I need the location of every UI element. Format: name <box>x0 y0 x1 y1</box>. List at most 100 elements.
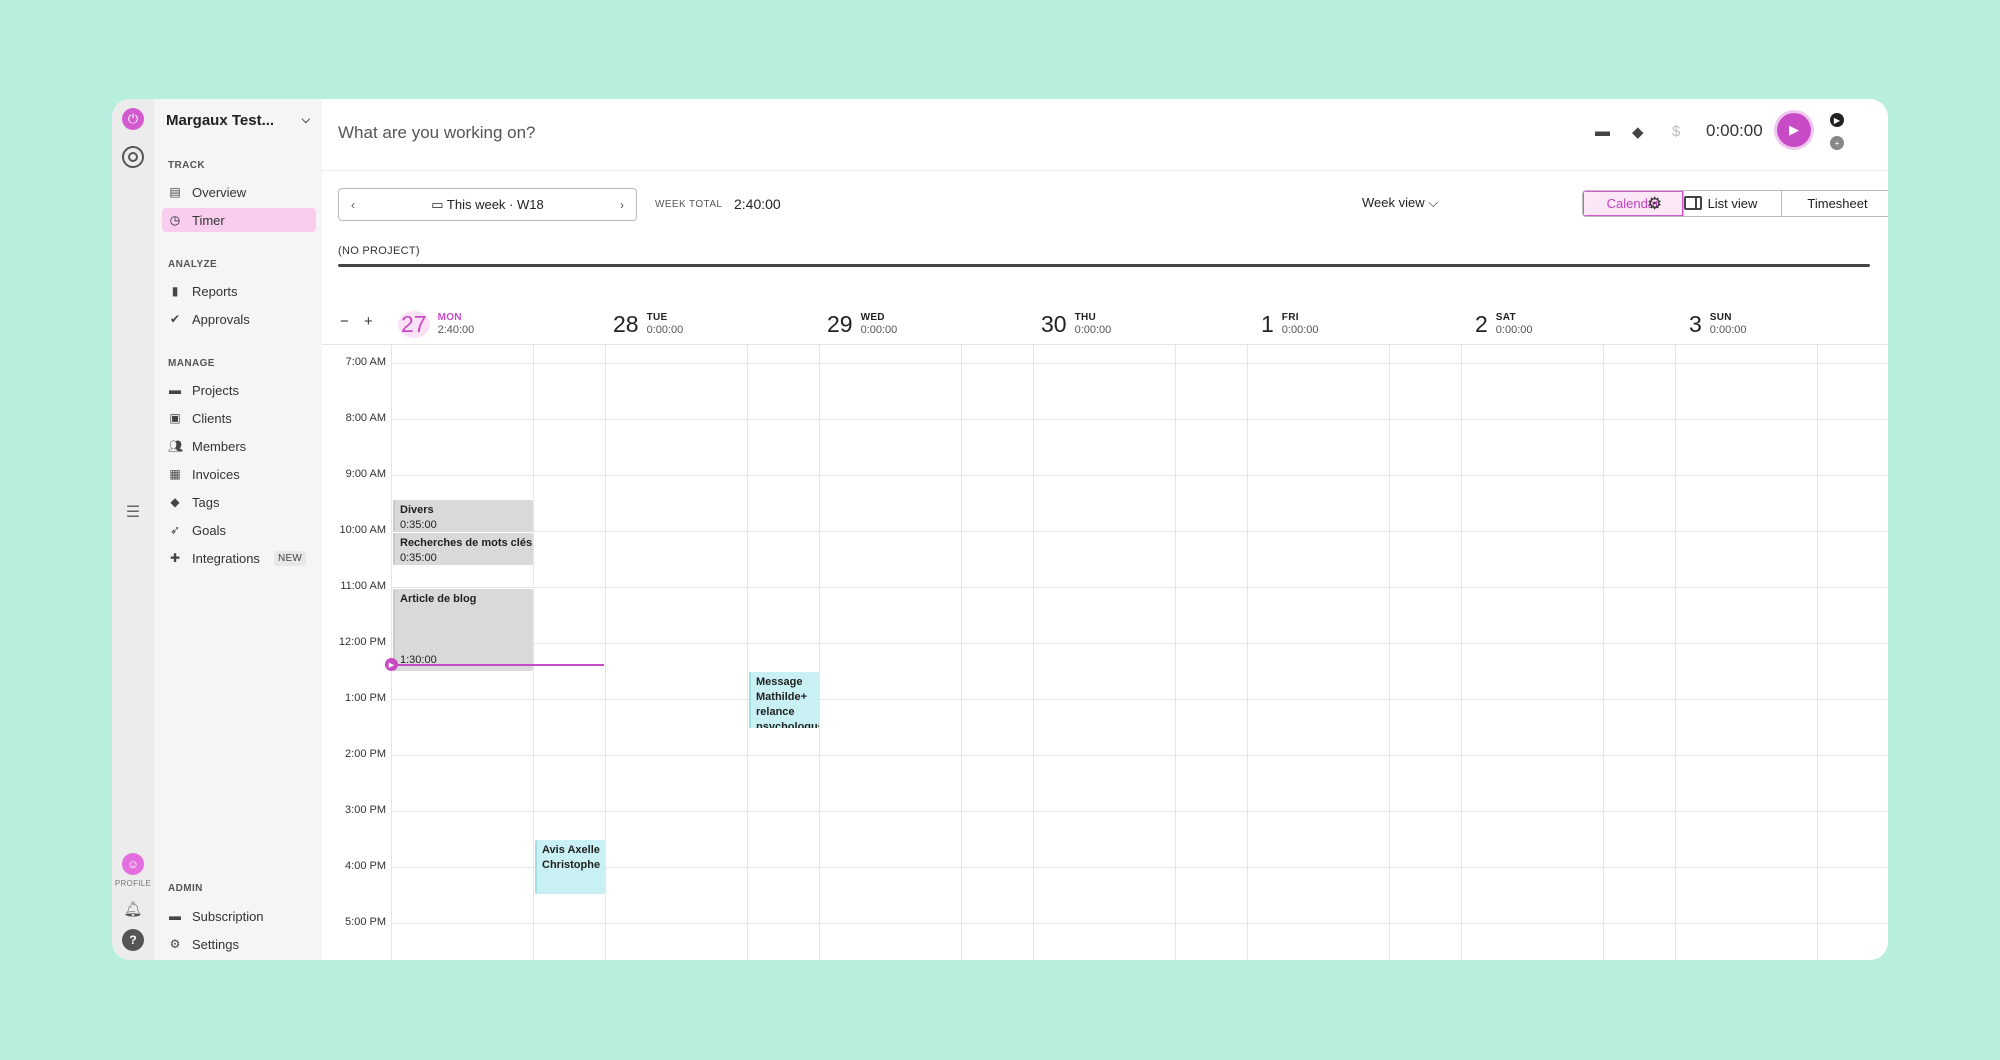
sidebar-item-clients[interactable]: ▣ Clients <box>162 406 316 430</box>
rocket-icon: ➶ <box>169 523 181 537</box>
sidebar-item-label: Timer <box>192 212 225 228</box>
day-total: 2:40:00 <box>437 324 475 336</box>
sidebar-item-subscription[interactable]: ▬ Subscription <box>162 904 316 928</box>
sidebar-item-tags[interactable]: ◆ Tags <box>162 490 316 514</box>
sidebar-item-approvals[interactable]: ✔ Approvals <box>162 307 316 331</box>
workspace-switcher[interactable]: Margaux Test... ⌵ <box>166 109 316 131</box>
current-time-line <box>391 664 604 666</box>
folder-icon[interactable]: ▬ <box>1595 123 1610 140</box>
hour-label: 11:00 AM <box>340 580 386 592</box>
sidebar-item-integrations[interactable]: ✚ Integrations NEW <box>162 546 316 570</box>
sidebar-item-label: Projects <box>192 382 239 398</box>
sidebar-item-label: Settings <box>192 936 239 952</box>
day-header[interactable]: 1 FRI 0:00:00 <box>1261 309 1319 339</box>
time-entry[interactable]: Message Mathilde+ relance psychologue <box>749 672 819 728</box>
time-entry[interactable]: Avis Axelle Christophe <box>535 840 605 894</box>
entry-duration: 0:35:00 <box>400 552 437 564</box>
entry-title: Article de blog <box>400 593 477 605</box>
invoice-icon: ▦ <box>169 467 181 481</box>
tab-timesheet[interactable]: Timesheet <box>1781 191 1888 216</box>
day-total: 0:00:00 <box>1709 324 1747 336</box>
app-window: ⏻ ☰ ☺ PROFILE 🔔︎ ? Margaux Test... ⌵ TRA… <box>112 99 1888 960</box>
puzzle-icon: ✚ <box>169 551 181 565</box>
chevron-right-icon[interactable]: › <box>620 197 624 212</box>
week-total-label: WEEK TOTAL <box>655 199 723 210</box>
calendar-icon: ▭ <box>431 196 444 212</box>
sidebar-item-projects[interactable]: ▬ Projects <box>162 378 316 402</box>
new-badge: NEW <box>273 550 307 566</box>
overview-icon: ▤ <box>169 185 181 199</box>
entry-title: Message Mathilde+ relance psychologue <box>756 676 819 728</box>
hour-label: 1:00 PM <box>345 692 386 704</box>
avatar[interactable]: ☺ <box>122 853 144 875</box>
folder-icon: ▬ <box>169 383 181 397</box>
sidebar-item-goals[interactable]: ➶ Goals <box>162 518 316 542</box>
add-manual-icon[interactable]: + <box>1830 136 1844 150</box>
power-icon[interactable]: ⏻ <box>122 108 144 130</box>
hour-label: 3:00 PM <box>345 804 386 816</box>
entry-title: Divers <box>400 504 434 516</box>
sidebar-item-label: Tags <box>192 494 220 510</box>
day-name: TUE <box>646 312 668 323</box>
bell-icon[interactable]: 🔔︎ <box>123 901 143 918</box>
time-entry[interactable]: Divers 0:35:00 <box>393 500 533 532</box>
week-selector[interactable]: ‹ ▭ This week · W18 › <box>338 188 637 221</box>
hour-label: 4:00 PM <box>345 860 386 872</box>
time-entry[interactable]: Article de blog 1:30:00 <box>393 589 533 671</box>
tab-list-view[interactable]: List view <box>1683 191 1781 216</box>
day-number: 2 <box>1475 310 1488 337</box>
gear-icon: ⚙ <box>169 937 181 951</box>
current-time-play-icon[interactable]: ▶ <box>385 658 398 671</box>
sidebar-item-timer[interactable]: ◷ Timer <box>162 208 316 232</box>
day-header[interactable]: 2 SAT 0:00:00 <box>1475 309 1533 339</box>
help-icon[interactable]: ? <box>122 929 144 951</box>
day-header[interactable]: 3 SUN 0:00:00 <box>1689 309 1747 339</box>
day-header[interactable]: 28 TUE 0:00:00 <box>613 309 683 339</box>
client-icon: ▣ <box>169 411 181 425</box>
day-number: 1 <box>1261 310 1274 337</box>
day-header[interactable]: 27 MON 2:40:00 <box>398 309 474 339</box>
sidebar-item-label: Integrations <box>192 550 260 566</box>
tab-calendar[interactable]: Calendar <box>1583 191 1683 216</box>
hour-label: 7:00 AM <box>345 356 386 368</box>
sidebar-item-overview[interactable]: ▤ Overview <box>162 180 316 204</box>
zoom-out-button[interactable]: − <box>340 313 349 330</box>
day-number: 28 <box>613 310 639 337</box>
sidebar-item-members[interactable]: 👥︎ Members <box>162 434 316 458</box>
sidebar-item-label: Invoices <box>192 466 240 482</box>
zoom-in-button[interactable]: + <box>364 313 373 330</box>
card-icon: ▬ <box>169 909 181 923</box>
sidebar-item-settings[interactable]: ⚙ Settings <box>162 932 316 956</box>
target-icon[interactable] <box>122 146 144 168</box>
project-bar <box>338 264 1870 267</box>
sidebar-item-label: Members <box>192 438 247 454</box>
main-area: ▬ ◆ $ 0:00:00 ▶ ▶ + ‹ ▭ This week · W18 … <box>322 99 1888 960</box>
tag-icon[interactable]: ◆ <box>1632 124 1644 141</box>
description-input[interactable] <box>338 119 838 147</box>
calendar-grid[interactable]: 7:00 AM 8:00 AM 9:00 AM 10:00 AM 11:00 A… <box>322 344 1888 960</box>
day-number: 30 <box>1041 310 1067 337</box>
sidebar-item-label: Subscription <box>192 908 264 924</box>
view-switcher: Calendar List view Timesheet <box>1582 190 1888 217</box>
day-header[interactable]: 30 THU 0:00:00 <box>1041 309 1111 339</box>
sidebar-item-invoices[interactable]: ▦ Invoices <box>162 462 316 486</box>
hour-label: 12:00 PM <box>338 636 386 648</box>
side-panel-icon[interactable] <box>1684 196 1702 210</box>
section-track: TRACK <box>168 160 205 171</box>
week-view-dropdown[interactable]: Week view ⌵ <box>1362 195 1438 211</box>
billable-dollar-icon[interactable]: $ <box>1672 123 1681 140</box>
chevron-left-icon[interactable]: ‹ <box>351 197 355 212</box>
hour-label: 10:00 AM <box>339 524 386 536</box>
gear-icon[interactable]: ⚙ <box>1647 194 1663 213</box>
play-mode-icon[interactable]: ▶ <box>1830 113 1844 127</box>
sidebar-item-label: Overview <box>192 184 247 200</box>
day-total: 0:00:00 <box>1281 324 1319 336</box>
collapse-sidebar-icon[interactable]: ☰ <box>125 504 141 521</box>
sidebar-item-reports[interactable]: ▮ Reports <box>162 279 316 303</box>
section-admin: ADMIN <box>168 883 203 894</box>
week-range[interactable]: ▭ This week · W18 <box>367 197 608 213</box>
start-timer-button[interactable]: ▶ <box>1777 113 1811 147</box>
time-entry[interactable]: Recherches de mots clés 0:35:00 <box>393 533 533 565</box>
day-header[interactable]: 29 WED 0:00:00 <box>827 309 897 339</box>
day-name: WED <box>860 312 885 323</box>
